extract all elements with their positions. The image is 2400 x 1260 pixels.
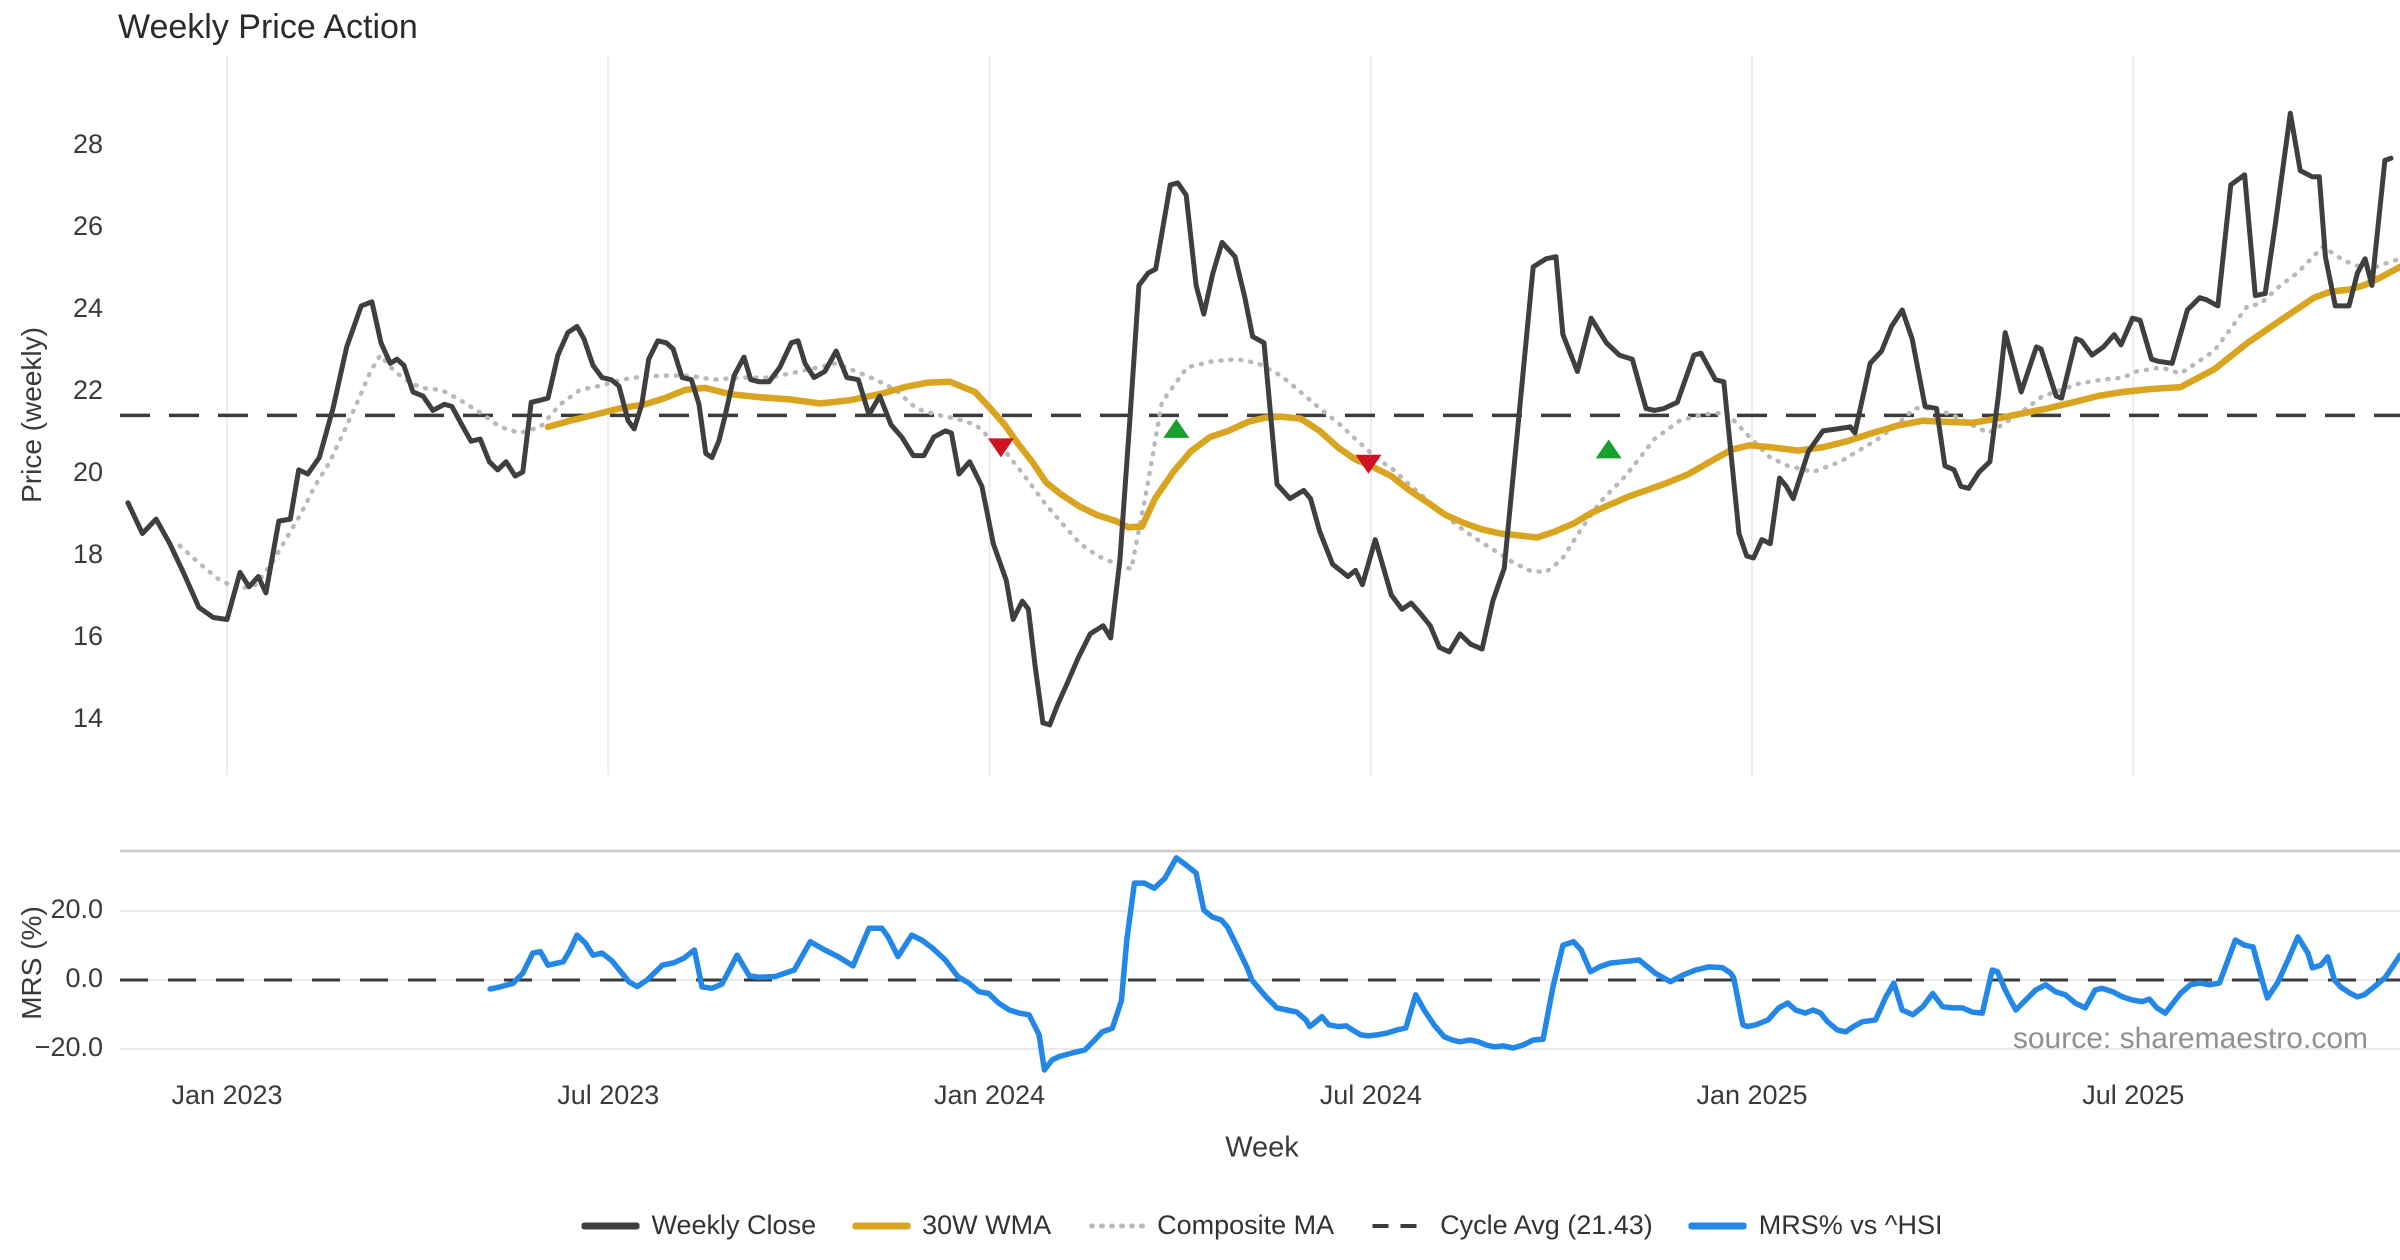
price-axis-label: Price (weekly) — [16, 327, 47, 503]
x-tick-label: Jan 2025 — [1696, 1080, 1807, 1110]
price-y-tick-label: 14 — [73, 703, 103, 733]
legend: Weekly Close 30W WMA Composite MA Cycle … — [581, 1210, 1943, 1241]
price-y-tick-label: 20 — [73, 457, 103, 487]
price-y-tick-label: 22 — [73, 375, 103, 405]
mrs-y-tick-label: 0.0 — [65, 963, 103, 993]
chart-title: Weekly Price Action — [118, 8, 418, 46]
mrs-panel — [120, 849, 2400, 1073]
legend-item-mrs: MRS% vs ^HSI — [1688, 1210, 1943, 1241]
composite-ma-line — [177, 244, 2400, 592]
x-tick-label: Jul 2023 — [557, 1080, 659, 1110]
x-tick-label: Jan 2023 — [171, 1080, 282, 1110]
legend-label: Cycle Avg (21.43) — [1440, 1210, 1653, 1240]
wma-swatch-icon — [852, 1222, 911, 1229]
price-y-tick-label: 28 — [73, 129, 103, 159]
x-tick-label: Jan 2024 — [934, 1080, 1045, 1110]
mrs-y-tick-label: 20.0 — [50, 894, 103, 924]
source-watermark: source: sharemaestro.com — [2012, 1022, 2368, 1055]
price-y-tick-label: 24 — [73, 293, 103, 323]
wma-30w-line — [544, 263, 2400, 541]
legend-label: Weekly Close — [651, 1210, 817, 1240]
legend-label: MRS% vs ^HSI — [1758, 1210, 1943, 1240]
mrs-line — [487, 855, 2400, 1073]
sell-signal-marker — [987, 438, 1014, 458]
legend-item-weekly-close: Weekly Close — [581, 1210, 817, 1241]
sell-signal-marker — [1355, 454, 1382, 474]
legend-label: 30W WMA — [922, 1210, 1052, 1240]
x-tick-label: Jul 2025 — [2082, 1080, 2184, 1110]
legend-label: Composite MA — [1157, 1210, 1335, 1240]
x-axis-label: Week — [1225, 1131, 1299, 1164]
weekly-close-swatch-icon — [581, 1222, 640, 1229]
buy-signal-marker — [1595, 439, 1622, 459]
buy-signal-marker — [1163, 418, 1190, 438]
mrs-axis-label: MRS (%) — [16, 906, 47, 1020]
legend-item-cycle-avg: Cycle Avg (21.43) — [1370, 1210, 1653, 1241]
x-tick-label: Jul 2024 — [1320, 1080, 1422, 1110]
price-y-tick-label: 18 — [73, 539, 103, 569]
mrs-swatch-icon — [1688, 1222, 1747, 1229]
composite-ma-swatch-icon — [1088, 1223, 1145, 1228]
legend-item-30w-wma: 30W WMA — [852, 1210, 1051, 1241]
price-panel — [120, 110, 2400, 728]
legend-item-composite-ma: Composite MA — [1087, 1210, 1334, 1241]
tick-labels-layer: Jan 2023 Jul 2023 Jan 2024 Jul 2024 Jan 2025… — [35, 129, 2185, 1110]
mrs-y-tick-label: −20.0 — [35, 1032, 103, 1062]
weekly-close-line — [125, 110, 2394, 728]
price-y-tick-label: 26 — [73, 211, 103, 241]
price-y-tick-label: 16 — [73, 621, 103, 651]
cycle-avg-swatch-icon — [1372, 1223, 1427, 1228]
